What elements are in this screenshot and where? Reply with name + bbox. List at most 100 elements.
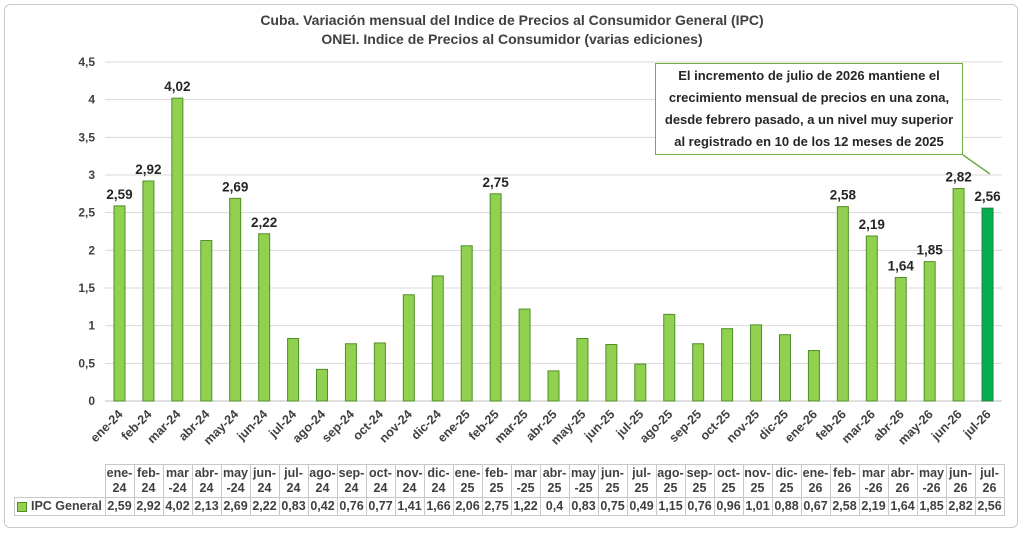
data-table-value-cell: 1,41: [394, 497, 425, 516]
y-tick-label: 4,5: [78, 55, 95, 69]
data-table-header-cell: abr- 24: [191, 464, 222, 498]
x-tick-label: jun-26: [928, 407, 965, 444]
data-table-header-cell: oct- 25: [713, 464, 744, 498]
data-label: 2,75: [482, 175, 509, 190]
data-label: 2,22: [251, 215, 277, 230]
data-table-value-cell: 0,67: [800, 497, 831, 516]
bar-oct-25: [721, 328, 734, 402]
bar-ene-26: [807, 350, 820, 402]
x-tick-label: sep-25: [666, 407, 704, 445]
data-table-value-cell: 2,58: [829, 497, 860, 516]
bar-abr-24: [200, 240, 213, 402]
bar-may-26: [923, 261, 936, 402]
x-tick-label: jul-26: [960, 407, 994, 441]
chart-frame: [4, 4, 1018, 528]
data-table-header-cell: ene- 26: [800, 464, 831, 498]
bar-abr-26: [894, 276, 907, 402]
bar-feb-24: [142, 180, 155, 402]
data-labels: 2,592,92 4,02 2,69 2,22 2,75 2,582,19 1,641,85…: [106, 79, 1001, 273]
legend-label: IPC General: [31, 499, 102, 513]
data-table-value-cell: 0,49: [626, 497, 657, 516]
data-table-header-cell: mar -25: [510, 464, 541, 498]
data-table-value-cell: 0,88: [771, 497, 802, 516]
bar-mar-26: [865, 235, 878, 402]
data-table-value-cell: 2,69: [220, 497, 251, 516]
data-table-value-row: IPC General 2,59 2,92 4,02 2,13 2,69 2,22 0,83…: [14, 497, 1005, 516]
data-label: 4,02: [164, 79, 190, 94]
data-table-header-cell: sep- 24: [336, 464, 367, 498]
data-table-value-cell: 0,4: [539, 497, 570, 516]
data-label: 2,59: [106, 187, 132, 202]
data-table-value-cell: 1,85: [916, 497, 947, 516]
data-table-header-cell: oct- 24: [365, 464, 396, 498]
data-label: 2,19: [859, 217, 885, 232]
data-table-header-cell: jul- 26: [974, 464, 1005, 498]
bar-sep-25: [692, 343, 705, 402]
data-table-value-cell: 2,13: [191, 497, 222, 516]
bar-jul-26: [981, 207, 994, 402]
data-table-header-cell: jul- 25: [626, 464, 657, 498]
data-table-value-cell: 2,06: [452, 497, 483, 516]
data-table-header-cell: nov- 24: [394, 464, 425, 498]
x-tick-label: ene-26: [782, 407, 820, 445]
data-table-value-cell: 1,64: [887, 497, 918, 516]
x-tick-label: sep-24: [319, 407, 357, 445]
data-label: 2,82: [945, 170, 971, 185]
bar-ago-25: [663, 313, 676, 402]
data-table-header-cell: feb- 24: [133, 464, 164, 498]
bar-sep-24: [344, 343, 357, 402]
data-table-header-cell: ene- 24: [104, 464, 135, 498]
data-table-header-cell: jul- 24: [278, 464, 309, 498]
x-tick-label: ene-25: [435, 407, 473, 445]
x-tick-label: nov-25: [724, 407, 762, 445]
bar-dic-25: [778, 334, 791, 402]
data-table-value-cell: 2,19: [858, 497, 889, 516]
data-table-header-cell: feb- 25: [481, 464, 512, 498]
data-table-value-cell: 0,76: [684, 497, 715, 516]
data-table-value-cell: 2,59: [104, 497, 135, 516]
bar-feb-25: [489, 193, 502, 402]
bar-jul-24: [287, 337, 300, 402]
bar-may-25: [576, 337, 589, 402]
data-label: 2,56: [974, 189, 1001, 204]
bar-oct-24: [373, 342, 386, 402]
bar-ago-24: [316, 368, 329, 402]
bar-nov-24: [402, 294, 415, 402]
x-tick-label: jun-25: [581, 407, 618, 444]
x-axis-ticks: ene-24feb-24mar-24abr-24may-24jun-24jul-…: [88, 407, 994, 447]
bar-ene-24: [113, 205, 126, 402]
data-table-header-cell: jun- 26: [945, 464, 976, 498]
bar-abr-25: [547, 370, 560, 402]
data-table-value-cell: 2,82: [945, 497, 976, 516]
chart-subtitle: ONEI. Indice de Precios al Consumidor (v…: [321, 31, 703, 47]
y-tick-label: 3,5: [78, 130, 95, 144]
y-tick-label: 0,5: [78, 356, 95, 370]
data-table-value-cell: 2,56: [974, 497, 1005, 516]
bar-ene-25: [460, 245, 473, 402]
data-table-value-cell: 0,96: [713, 497, 744, 516]
data-table-value-cell: 0,75: [597, 497, 628, 516]
data-table-header-cell: abr- 25: [539, 464, 570, 498]
y-axis-ticks: 0 0,5 1 1,5 2 2,5 3 3,5 4 4,5: [78, 55, 95, 408]
data-table-header-cell: jun- 25: [597, 464, 628, 498]
data-table-header-cell: sep- 25: [684, 464, 715, 498]
bar-nov-25: [750, 324, 763, 402]
data-label: 1,64: [888, 258, 915, 273]
y-tick-label: 0: [88, 394, 95, 408]
bar-jul-25: [634, 363, 647, 402]
data-table-header-cell: dic- 25: [771, 464, 802, 498]
data-table-value-cell: 0,83: [568, 497, 599, 516]
bar-jun-26: [952, 188, 965, 402]
data-table-header-cell: ene- 25: [452, 464, 483, 498]
callout-pointer: [962, 154, 991, 175]
data-table-header-cell: ago- 25: [655, 464, 686, 498]
annotation-callout: El incremento de julio de 2026 mantiene …: [655, 63, 963, 155]
bar-may-24: [229, 197, 242, 402]
bar-feb-26: [836, 206, 849, 402]
data-table-header-cell: may -26: [916, 464, 947, 498]
data-table-value-cell: 0,77: [365, 497, 396, 516]
x-tick-label: nov-24: [377, 407, 415, 445]
data-table-value-cell: 0,76: [336, 497, 367, 516]
data-table-header-cell: jun- 24: [249, 464, 280, 498]
x-tick-label: ene-24: [88, 407, 126, 445]
